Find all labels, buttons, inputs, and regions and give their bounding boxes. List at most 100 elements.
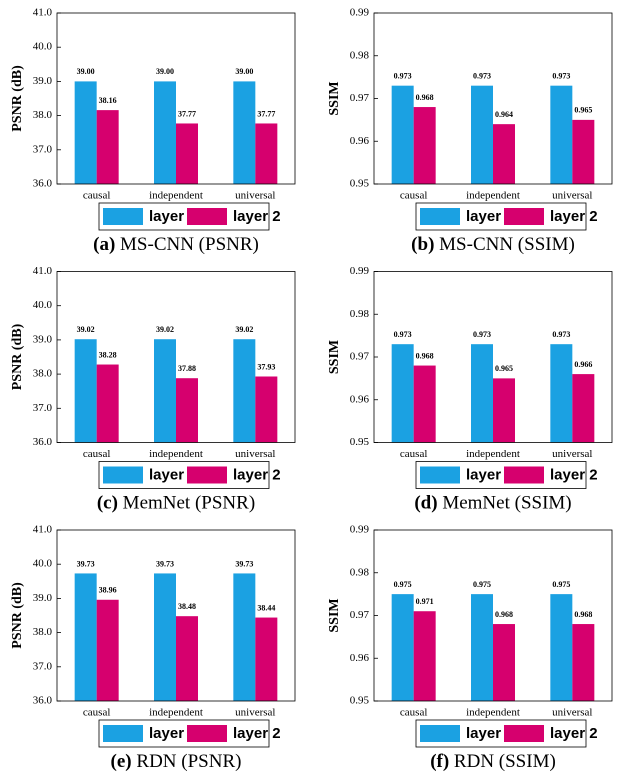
bar [74,339,97,443]
x-tick-label: universal [235,448,275,460]
value-label: 39.02 [235,325,253,334]
y-tick-label: 0.98 [350,566,370,578]
value-label: 0.973 [473,330,491,339]
bar [154,81,176,184]
bar [391,594,414,701]
value-label: 39.00 [156,67,174,76]
caption-label: (c) [97,493,118,514]
bar [572,374,595,443]
value-label: 39.73 [156,559,174,568]
bar [74,81,97,184]
bar [255,123,278,184]
bar [413,107,436,184]
legend-label: layer 1 [466,725,514,742]
y-tick-label: 0.99 [350,265,370,277]
y-axis-label: PSNR (dB) [10,65,25,132]
bar [572,119,595,184]
y-tick-label: 38.0 [33,368,53,380]
caption-label: (f) [430,751,449,772]
y-axis-label: PSNR (dB) [10,323,25,390]
bar [96,364,119,443]
value-label: 38.28 [99,350,117,359]
legend-label: layer 2 [233,208,281,225]
y-tick-label: 0.95 [350,436,370,448]
caption: (c) MemNet (PSNR) [97,493,255,514]
bar [391,344,414,443]
y-tick-label: 0.99 [350,7,370,19]
x-tick-label: causal [83,190,110,202]
y-tick-label: 0.95 [350,695,370,707]
bar [391,85,414,184]
value-label: 0.975 [552,580,570,589]
value-label: 0.975 [473,580,491,589]
x-tick-label: universal [552,707,592,719]
bar [176,616,198,701]
value-label: 0.971 [416,597,434,606]
y-tick-label: 40.0 [33,558,53,570]
caption: (e) RDN (PSNR) [111,751,242,772]
caption: (a) MS-CNN (PSNR) [93,234,259,255]
caption-label: (a) [93,234,115,255]
bar [471,344,493,443]
y-tick-label: 0.96 [350,393,370,405]
legend-label: layer 1 [149,466,197,483]
value-label: 37.88 [178,364,196,373]
legend-swatch [103,466,143,484]
bar [255,376,278,443]
y-tick-label: 36.0 [33,695,53,707]
y-tick-label: 39.0 [33,75,53,87]
value-label: 37.77 [178,109,196,118]
caption-label: (d) [414,493,437,514]
x-tick-label: universal [235,190,275,202]
caption-title: MemNet (SSIM) [442,493,571,514]
value-label: 37.77 [257,109,275,118]
bar [471,594,493,701]
bar [550,344,573,443]
x-tick-label: independent [149,707,203,719]
caption-title: MS-CNN (PSNR) [120,234,259,255]
bar [176,378,198,443]
bar [493,378,515,443]
y-tick-label: 36.0 [33,436,53,448]
value-label: 37.93 [257,362,275,371]
legend-label: layer 1 [466,208,514,225]
bar [233,81,256,184]
y-tick-label: 0.97 [350,351,370,363]
plot-frame [373,12,613,185]
legend-swatch [420,466,460,484]
value-label: 39.02 [77,325,95,334]
caption: (d) MemNet (SSIM) [414,493,571,514]
value-label: 0.973 [552,330,570,339]
legend-swatch [420,208,460,225]
y-tick-label: 0.99 [350,524,370,536]
value-label: 39.73 [77,559,95,568]
legend-label: layer 2 [233,725,281,742]
plot-frame [56,271,296,443]
y-tick-label: 39.0 [33,592,53,604]
y-tick-label: 37.0 [33,660,53,672]
legend-swatch [103,725,143,742]
x-tick-label: independent [149,448,203,460]
x-tick-label: universal [235,707,275,719]
y-tick-label: 40.0 [33,299,53,311]
value-label: 39.02 [156,325,174,334]
bar [413,365,436,443]
bar [233,573,256,701]
y-tick-label: 0.96 [350,652,370,664]
y-tick-label: 40.0 [33,41,53,53]
x-tick-label: causal [83,707,110,719]
caption-label: (e) [111,751,132,772]
plot-frame [373,529,613,702]
value-label: 0.973 [552,72,570,81]
caption: (b) MS-CNN (SSIM) [411,234,575,255]
plot-frame [56,12,296,185]
value-label: 0.973 [394,72,412,81]
legend-label: layer 2 [550,208,598,225]
bar [550,85,573,184]
x-tick-label: independent [149,190,203,202]
value-label: 0.973 [394,330,412,339]
y-tick-label: 38.0 [33,109,53,121]
legend-swatch [187,725,227,742]
y-axis-label: PSNR (dB) [10,582,25,649]
